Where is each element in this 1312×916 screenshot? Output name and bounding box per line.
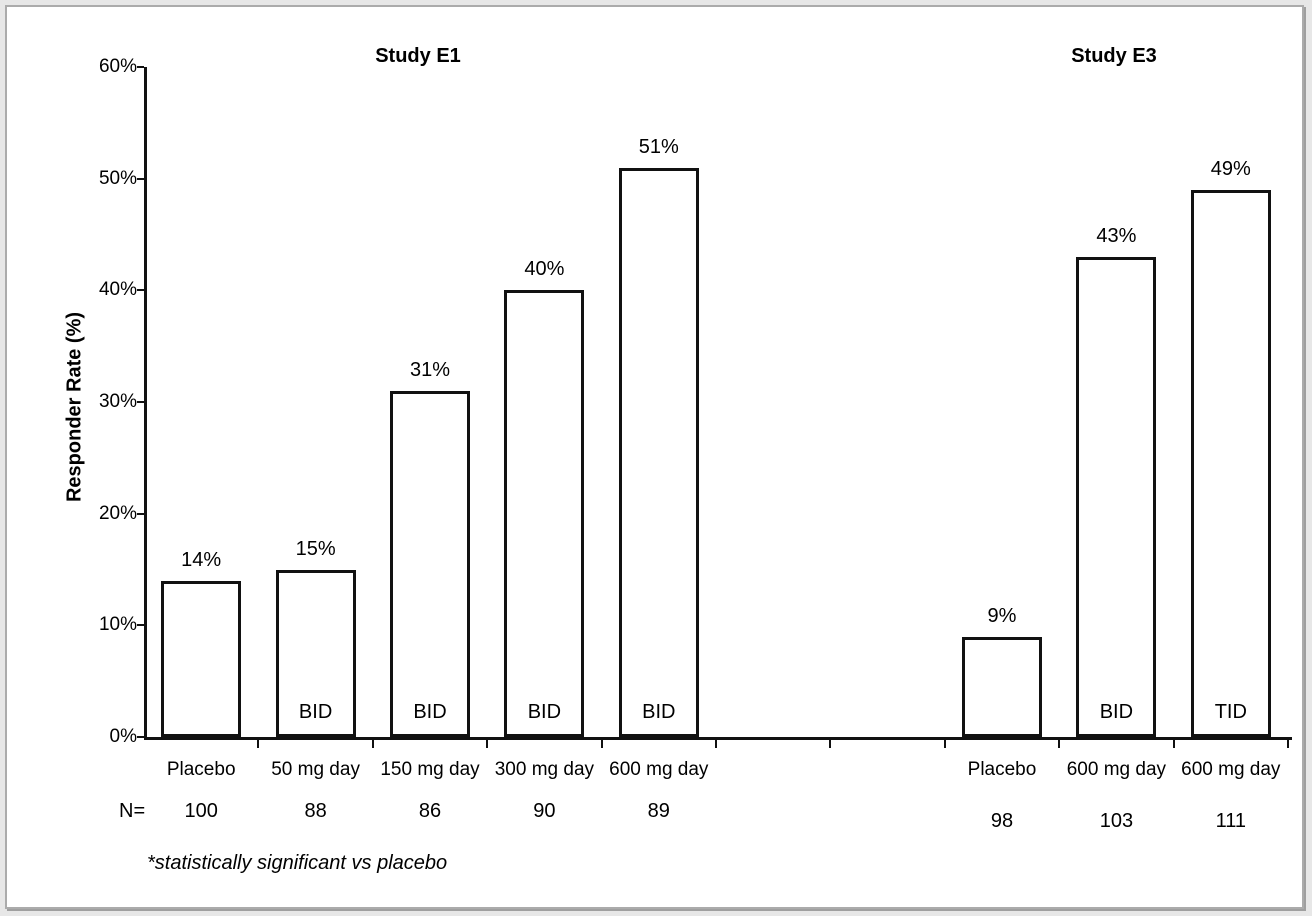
n-value: 90 — [533, 800, 556, 822]
bar-chart: Responder Rate (%) Study E1 Study E3 N= … — [7, 7, 1302, 907]
y-axis-tick — [137, 177, 144, 180]
n-value: 111 — [1215, 810, 1246, 832]
n-value: 100 — [184, 800, 218, 822]
x-axis-tick — [829, 740, 832, 748]
bar — [161, 580, 242, 737]
y-axis-tick-label: 20% — [98, 502, 137, 524]
x-axis-tick — [600, 740, 603, 748]
y-axis-tick-label: 60% — [98, 56, 137, 77]
bar-regimen-label: BID — [527, 701, 562, 723]
n-value: 103 — [1099, 810, 1134, 832]
y-axis-tick-label: 30% — [98, 391, 137, 412]
y-axis-tick — [137, 624, 144, 627]
x-axis-line — [144, 737, 1292, 740]
y-axis-tick — [137, 401, 144, 403]
n-row-prefix: N= — [119, 800, 146, 822]
n-value: 86 — [418, 800, 442, 822]
category-label: 50 mg day — [271, 759, 360, 780]
bar-regimen-label: BID — [298, 701, 333, 723]
bar — [618, 167, 699, 737]
category-label: 300 mg day — [494, 759, 595, 780]
bar-value-label: 40% — [524, 258, 565, 281]
y-axis-tick-label: 0% — [109, 726, 137, 747]
category-label: 150 mg day — [380, 759, 480, 780]
x-axis-tick — [1058, 740, 1061, 748]
y-axis-tick-label: 10% — [98, 614, 137, 636]
bar — [1076, 256, 1157, 737]
bar-value-label: 49% — [1210, 157, 1251, 180]
bar-regimen-label: TID — [1214, 701, 1247, 723]
bar-regimen-label: BID — [642, 701, 676, 723]
bar — [962, 636, 1042, 737]
bar-regimen-label: BID — [413, 701, 447, 723]
x-axis-tick — [715, 740, 717, 748]
y-axis-line — [144, 67, 147, 740]
x-axis-tick — [486, 740, 489, 748]
bar — [275, 569, 356, 737]
category-label: 600 mg day — [1066, 759, 1167, 780]
bar — [390, 390, 470, 737]
bar-value-label: 9% — [987, 604, 1017, 627]
bar-value-label: 31% — [409, 358, 451, 381]
y-axis-tick-label: 50% — [98, 167, 137, 189]
y-axis-tick — [137, 66, 144, 68]
y-axis-tick-label: 40% — [98, 279, 137, 301]
x-axis-tick — [257, 740, 260, 748]
category-label: 600 mg day — [1181, 759, 1281, 780]
x-axis-tick — [943, 740, 946, 748]
footnote: *statistically significant vs placebo — [147, 852, 448, 874]
bar — [1190, 189, 1271, 737]
x-axis-tick — [1172, 740, 1175, 748]
y-axis-tick — [137, 736, 144, 738]
n-value: 89 — [647, 800, 670, 822]
y-axis-tick — [137, 512, 144, 515]
y-axis-tick — [137, 289, 144, 292]
study-e1-title: Study E1 — [375, 45, 461, 67]
n-value: 88 — [304, 800, 327, 822]
x-axis-tick — [1287, 740, 1289, 748]
chart-frame: Responder Rate (%) Study E1 Study E3 N= … — [5, 5, 1304, 909]
bar-value-label: 15% — [295, 537, 336, 560]
bar-value-label: 51% — [638, 135, 679, 158]
category-label: 600 mg day — [609, 759, 709, 780]
bar-value-label: 43% — [1096, 224, 1137, 247]
bar — [504, 290, 585, 737]
bar-regimen-label: BID — [1099, 701, 1134, 723]
category-label: Placebo — [967, 759, 1037, 780]
bar-value-label: 14% — [181, 548, 222, 571]
n-value: 98 — [990, 810, 1014, 832]
category-label: Placebo — [166, 759, 236, 780]
x-axis-tick — [371, 740, 374, 748]
study-e3-title: Study E3 — [1071, 45, 1157, 67]
